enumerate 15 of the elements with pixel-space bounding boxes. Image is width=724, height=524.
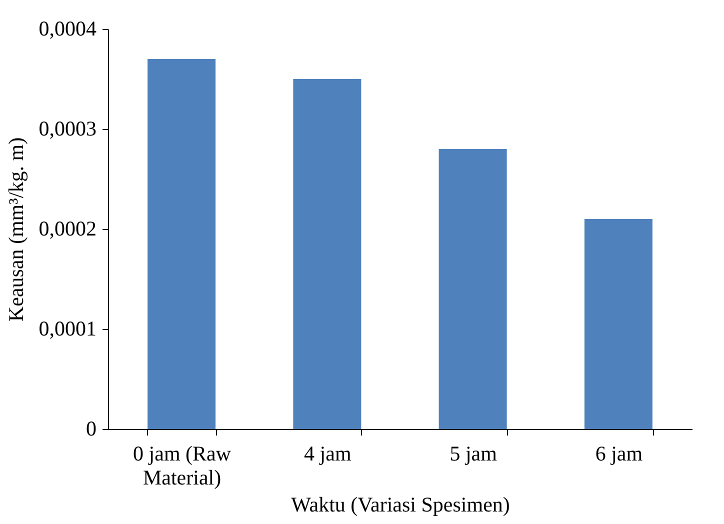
- y-tick-label: 0,0003: [38, 116, 96, 140]
- y-tick-label: 0,0002: [38, 216, 96, 240]
- bar: [584, 219, 652, 429]
- x-tick-label: 5 jam: [450, 442, 497, 466]
- bar: [293, 79, 362, 429]
- bar: [438, 149, 507, 429]
- y-axis-title: Keausan (mm³/kg. m): [4, 137, 28, 322]
- y-tick-label: 0,0004: [38, 16, 97, 40]
- bar: [148, 59, 216, 429]
- x-tick-label: 4 jam: [304, 442, 352, 466]
- y-tick-label: 0: [86, 416, 96, 440]
- y-tick-label: 0,0001: [38, 316, 96, 340]
- x-tick-label: 6 jam: [595, 442, 643, 466]
- x-axis-title: Waktu (Variasi Spesimen): [291, 492, 510, 516]
- x-tick-label: 0 jam (Raw Material): [133, 442, 232, 490]
